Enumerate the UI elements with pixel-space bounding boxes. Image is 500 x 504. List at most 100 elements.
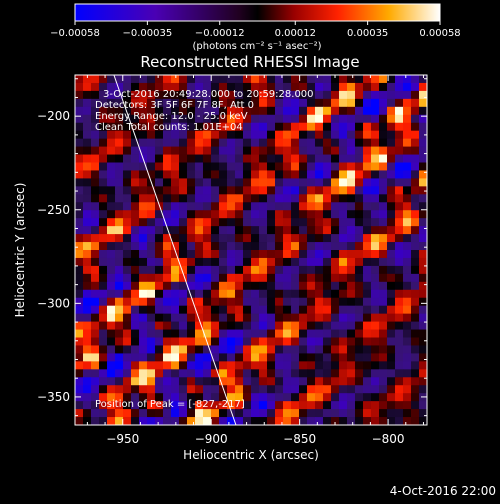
heatmap-cell [403,122,412,132]
heatmap-cell [299,321,308,330]
heatmap-cell [99,313,108,322]
heatmap-cell [411,170,420,179]
heatmap-cell [179,154,188,163]
heatmap-cell [163,281,172,291]
heatmap-cell [259,385,268,394]
heatmap-cell [275,98,284,108]
heatmap-cell [203,210,212,219]
heatmap-cell [347,369,356,378]
heatmap-cell [179,250,188,259]
heatmap-cell [315,218,324,227]
heatmap-cell [171,210,180,219]
heatmap-cell [227,281,236,291]
heatmap-cell [123,186,132,195]
solar-limb-line [113,74,237,426]
heatmap-cell [331,170,340,179]
heatmap-cell [195,377,204,386]
heatmap-cell [75,313,84,322]
heatmap-cell [411,75,420,84]
heatmap-cell [75,178,84,187]
heatmap-cell [115,321,124,330]
heatmap-cell [355,162,364,171]
heatmap-cell [403,146,412,155]
heatmap-cell [123,297,132,307]
heatmap-cell [355,114,364,124]
heatmap-cell [299,138,308,147]
heatmap-cell [235,361,244,370]
heatmap-cell [203,202,212,211]
heatmap-cell [235,106,244,116]
heatmap-cell [251,377,260,386]
heatmap-cell [259,417,268,425]
heatmap-cell [155,226,164,235]
heatmap-cell [83,305,92,315]
heatmap-cell [291,130,300,140]
heatmap-cell [403,385,412,394]
heatmap-cell [387,154,396,163]
heatmap-cell [115,242,124,251]
heatmap-cell [203,82,212,92]
heatmap-cell [323,385,332,394]
heatmap-cell [219,130,228,140]
heatmap-cell [91,377,100,386]
heatmap-cell [171,393,180,402]
heatmap-cell [299,82,308,92]
heatmap-cell [83,257,92,267]
heatmap-cell [131,337,140,346]
heatmap-cell [267,226,276,235]
heatmap-cell [251,178,260,187]
heatmap-cell [283,273,292,283]
heatmap-cell [251,393,260,402]
heatmap-cell [395,353,404,362]
heatmap-cell [235,98,244,108]
heatmap-cell [411,417,420,425]
heatmap-cell [187,146,196,155]
heatmap-cell [347,146,356,155]
heatmap-cell [147,130,156,140]
heatmap-cell [227,401,236,410]
heatmap-cell [259,250,268,259]
heatmap-cell [83,265,92,275]
heatmap-cell [187,297,196,307]
heatmap-cell [139,114,148,124]
heatmap-cell [355,265,364,275]
heatmap-cell [123,90,132,100]
heatmap-cell [339,226,348,235]
heatmap-cell [195,162,204,171]
heatmap-cell [355,289,364,299]
heatmap-cell [323,218,332,227]
heatmap-cell [347,385,356,394]
heatmap-cell [235,242,244,251]
heatmap-cell [251,321,260,330]
heatmap-cell [379,154,388,163]
heatmap-cell [395,82,404,92]
heatmap-cell [387,170,396,179]
heatmap-cell [203,313,212,322]
heatmap-cell [163,337,172,346]
heatmap-cell [363,257,372,267]
heatmap-cell [163,377,172,386]
heatmap-cell [315,130,324,140]
heatmap-cell [123,98,132,108]
heatmap-cell [147,361,156,370]
heatmap-cell [339,242,348,251]
heatmap-cell [283,154,292,163]
heatmap-cell [275,385,284,394]
heatmap-cell [195,313,204,322]
heatmap-cell [371,194,380,203]
heatmap-cell [395,98,404,108]
heatmap-cell [307,122,316,132]
heatmap-cell [155,353,164,362]
heatmap-cell [347,234,356,243]
heatmap-cell [339,162,348,171]
heatmap-cell [291,178,300,187]
heatmap-cell [291,393,300,402]
heatmap-cell [139,242,148,251]
heatmap-cell [235,289,244,299]
heatmap-cell [275,194,284,203]
heatmap-cell [139,361,148,370]
heatmap-cell [267,170,276,179]
heatmap-cell [275,218,284,227]
heatmap-cell [323,98,332,108]
heatmap-cell [299,130,308,140]
